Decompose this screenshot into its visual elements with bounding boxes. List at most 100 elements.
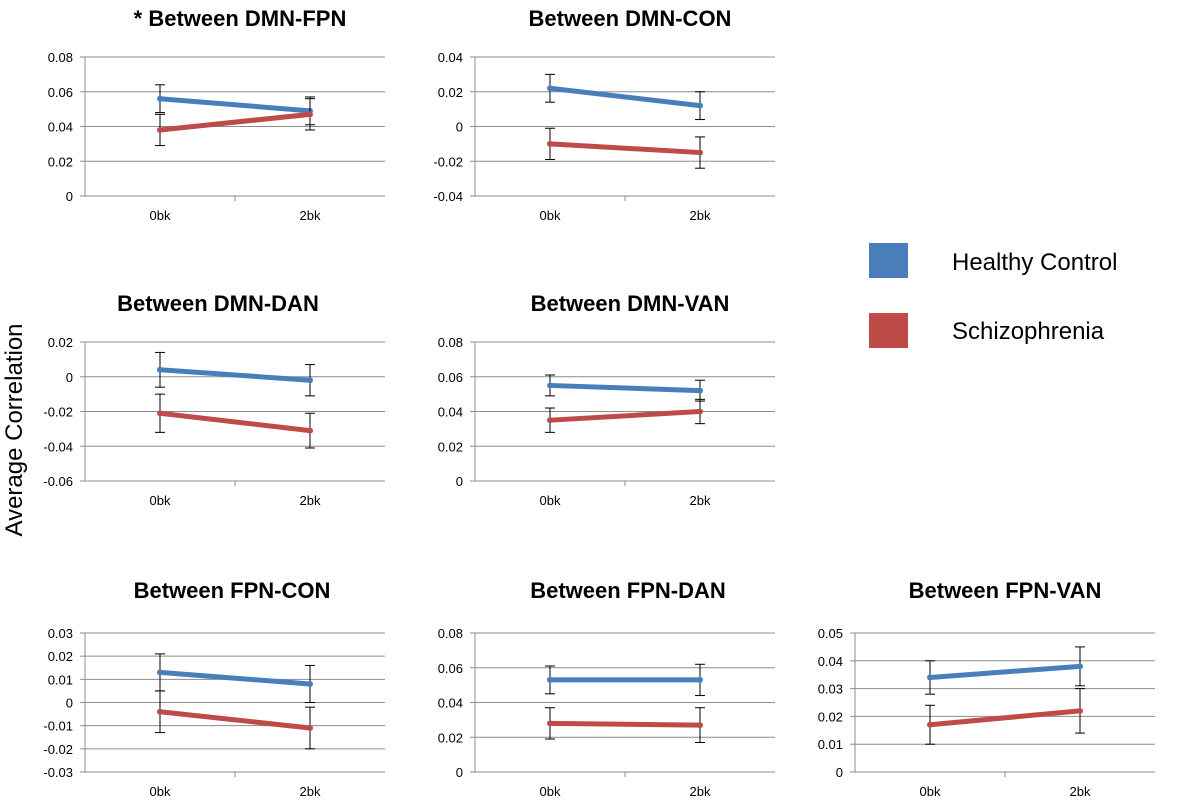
x-tick-label: 0bk (150, 493, 171, 508)
series-line-healthy-control (157, 96, 313, 114)
data-point (547, 140, 553, 147)
data-point (547, 720, 553, 727)
panel-title: Between DMN-DAN (117, 291, 319, 316)
y-tick-label: 0.03 (818, 682, 843, 697)
y-tick-label: -0.04 (433, 189, 463, 204)
data-point (157, 708, 163, 715)
y-tick-label: 0.02 (48, 154, 73, 169)
y-tick-label: 0.06 (48, 85, 73, 100)
data-point (1077, 663, 1083, 670)
data-point (547, 85, 553, 92)
legend-label-healthy-control: Healthy Control (952, 249, 1117, 276)
chart-panel: Between FPN-CON -0.03 -0.02 -0.01 0 0.01 0.02 0… (43, 578, 385, 799)
y-tick-label: 0.08 (438, 335, 463, 350)
y-tick-label: 0.03 (48, 626, 73, 641)
data-point (697, 387, 703, 394)
x-tick-label: 0bk (150, 784, 171, 799)
data-point (697, 149, 703, 156)
panel-title: Between DMN-CON (529, 6, 732, 31)
y-tick-label: 0.04 (438, 50, 463, 65)
y-tick-label: -0.06 (43, 474, 73, 489)
y-tick-label: 0.02 (48, 649, 73, 664)
data-point (547, 382, 553, 389)
data-point (307, 377, 313, 384)
data-point (547, 417, 553, 424)
y-tick-label: 0.06 (438, 370, 463, 385)
data-point (547, 676, 553, 683)
data-point (307, 724, 313, 731)
x-tick-label: 2bk (300, 208, 321, 223)
y-tick-label: -0.03 (43, 765, 73, 780)
x-tick-label: 0bk (150, 208, 171, 223)
panel-title: Between FPN-VAN (909, 578, 1102, 603)
series-line-healthy-control (157, 367, 313, 383)
y-tick-label: 0.05 (818, 626, 843, 641)
panel-title: * Between DMN-FPN (134, 6, 347, 31)
data-point (157, 669, 163, 676)
x-tick-label: 0bk (540, 208, 561, 223)
y-tick-label: -0.01 (43, 719, 73, 734)
x-tick-label: 2bk (300, 784, 321, 799)
x-tick-label: 2bk (1070, 784, 1091, 799)
data-point (927, 674, 933, 681)
series-line-schizophrenia (157, 709, 313, 731)
x-tick-label: 2bk (690, 784, 711, 799)
y-tick-label: 0.08 (48, 50, 73, 65)
data-point (307, 427, 313, 434)
y-tick-label: 0 (66, 370, 73, 385)
y-tick-label: -0.02 (43, 405, 73, 420)
series-line-schizophrenia (927, 708, 1083, 728)
y-tick-label: 0.04 (818, 654, 843, 669)
panels: * Between DMN-FPN 0 0.02 0.04 0.06 0.08 0bk 2bk… (43, 6, 1155, 799)
y-tick-label: 0.04 (438, 405, 463, 420)
data-point (697, 722, 703, 729)
series-line-healthy-control (547, 85, 703, 109)
legend-swatch-schizophrenia (869, 313, 908, 348)
y-tick-label: 0 (456, 765, 463, 780)
y-axis-label: Average Correlation (1, 323, 28, 536)
chart-panel: Between FPN-VAN 0 0.01 0.02 0.03 0.04 0.05 0bk 2… (818, 578, 1155, 799)
y-tick-label: 0.02 (48, 335, 73, 350)
legend: Healthy Control Schizophrenia (869, 243, 1117, 348)
data-point (157, 366, 163, 373)
series-line-schizophrenia (157, 410, 313, 434)
x-tick-label: 2bk (300, 493, 321, 508)
panel-title: Between DMN-VAN (531, 291, 730, 316)
series-line-schizophrenia (547, 409, 703, 423)
panel-title: Between FPN-CON (134, 578, 331, 603)
data-point (697, 676, 703, 683)
chart-panel: * Between DMN-FPN 0 0.02 0.04 0.06 0.08 0bk 2bk (48, 6, 385, 223)
y-tick-label: -0.02 (43, 742, 73, 757)
chart-panel: Between FPN-DAN 0 0.02 0.04 0.06 0.08 0bk 2bk (438, 578, 775, 799)
x-tick-label: 2bk (690, 493, 711, 508)
x-tick-label: 0bk (540, 784, 561, 799)
x-tick-label: 0bk (540, 493, 561, 508)
series-line-schizophrenia (547, 141, 703, 156)
legend-swatch-healthy-control (869, 243, 908, 278)
series-line-healthy-control (927, 663, 1083, 680)
data-point (307, 680, 313, 687)
data-point (697, 102, 703, 109)
data-point (927, 721, 933, 728)
y-tick-label: 0.02 (818, 709, 843, 724)
data-point (157, 126, 163, 133)
y-tick-label: 0.02 (438, 85, 463, 100)
chart-panel: Between DMN-CON -0.04 -0.02 0 0.02 0.04 0bk 2bk (433, 6, 775, 223)
data-point (697, 408, 703, 415)
y-tick-label: 0.04 (48, 120, 73, 135)
series-line-healthy-control (157, 669, 313, 687)
panel-title: Between FPN-DAN (530, 578, 726, 603)
y-tick-label: 0.08 (438, 626, 463, 641)
legend-label-schizophrenia: Schizophrenia (952, 318, 1105, 345)
y-tick-label: 0 (456, 474, 463, 489)
y-tick-label: 0.02 (438, 730, 463, 745)
x-tick-label: 2bk (690, 208, 711, 223)
data-point (157, 95, 163, 102)
y-tick-label: 0.06 (438, 661, 463, 676)
data-point (307, 111, 313, 118)
y-tick-label: 0 (836, 765, 843, 780)
y-tick-label: 0 (456, 120, 463, 135)
y-tick-label: 0 (66, 189, 73, 204)
series-line-schizophrenia (547, 720, 703, 728)
y-tick-label: 0.02 (438, 439, 463, 454)
